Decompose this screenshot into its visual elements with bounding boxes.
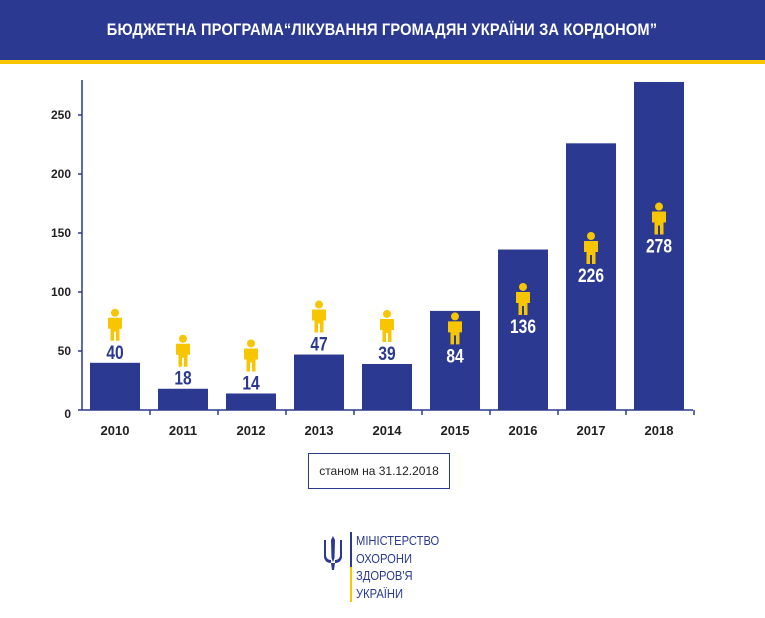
y-tick-label: 0 (64, 407, 71, 421)
y-tick-label: 150 (51, 226, 71, 240)
bar (158, 388, 208, 410)
data-label: 84 (446, 345, 464, 367)
x-tick-label: 2010 (101, 423, 130, 438)
page-title: БЮДЖЕТНА ПРОГРАМА“ЛІКУВАННЯ ГРОМАДЯН УКР… (107, 20, 658, 39)
data-label: 14 (242, 372, 260, 394)
header-accent-stripe (0, 60, 765, 64)
data-label: 18 (174, 367, 192, 389)
x-tick-label: 2018 (645, 423, 674, 438)
person-icon (448, 312, 462, 345)
data-label: 40 (106, 341, 123, 363)
x-tick-label: 2014 (373, 423, 403, 438)
bar-chart: 0 50 100 150 200 250 2010 40 2011 18 2012 14 2013 47 2… (51, 80, 695, 438)
x-tick-label: 2015 (441, 423, 470, 438)
x-tick-label: 2012 (237, 423, 266, 438)
y-tick-label: 50 (58, 344, 72, 358)
person-icon (108, 308, 122, 341)
bar (498, 249, 548, 410)
bar (634, 81, 684, 411)
data-label: 278 (646, 235, 672, 257)
data-label: 136 (510, 315, 536, 337)
ministry-line-2: ОХОРОНИ (356, 550, 412, 566)
person-icon (176, 334, 190, 367)
person-icon (584, 231, 598, 264)
bar (294, 354, 344, 410)
x-tick-label: 2013 (305, 423, 334, 438)
bar (226, 393, 276, 410)
data-label: 226 (578, 264, 604, 286)
ministry-line-1: МІНІСТЕРСТВО (356, 533, 440, 548)
ministry-line-3: ЗДОРОВ'Я (356, 568, 413, 583)
y-tick-label: 100 (51, 285, 71, 299)
bar (362, 363, 412, 410)
y-tick-label: 250 (51, 108, 71, 122)
person-icon (312, 300, 326, 333)
trident-icon (324, 536, 342, 570)
ministry-line-4: УКРАЇНИ (356, 585, 404, 601)
header-bar: БЮДЖЕТНА ПРОГРАМА“ЛІКУВАННЯ ГРОМАДЯН УКР… (0, 0, 765, 60)
person-icon (380, 309, 394, 342)
x-tick-label: 2016 (509, 423, 538, 438)
data-label: 47 (310, 333, 327, 355)
x-tick-label: 2011 (169, 423, 197, 438)
ministry-name: МІНІСТЕРСТВО ОХОРОНИ ЗДОРОВ'Я УКРАЇНИ (356, 532, 439, 602)
person-icon (652, 202, 666, 235)
ministry-logo: МІНІСТЕРСТВО ОХОРОНИ ЗДОРОВ'Я УКРАЇНИ (322, 532, 453, 604)
date-note: станом на 31.12.2018 (308, 453, 450, 489)
ministry-divider (350, 532, 352, 602)
x-tick-label: 2017 (577, 423, 606, 438)
person-icon (244, 339, 258, 372)
bar (566, 143, 616, 410)
y-tick-label: 200 (51, 167, 71, 181)
date-note-text: станом на 31.12.2018 (319, 464, 439, 478)
data-label: 39 (378, 342, 396, 364)
person-icon (516, 282, 530, 315)
bar (90, 362, 140, 410)
